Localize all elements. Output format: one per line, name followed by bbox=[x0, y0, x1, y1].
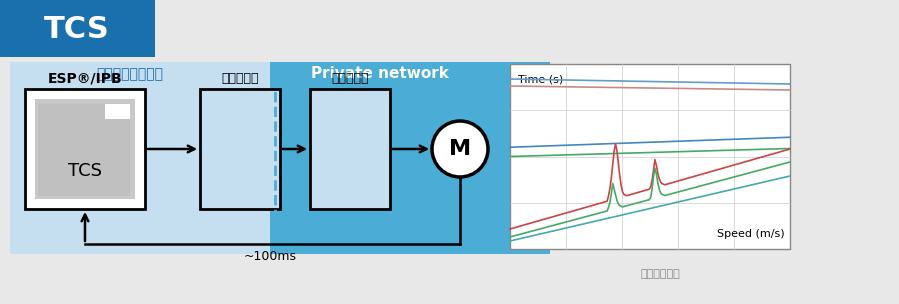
Text: TCS: TCS bbox=[44, 15, 110, 43]
Text: TCS: TCS bbox=[68, 162, 102, 180]
FancyBboxPatch shape bbox=[0, 0, 155, 57]
FancyBboxPatch shape bbox=[310, 89, 390, 209]
FancyBboxPatch shape bbox=[10, 62, 410, 254]
Text: Private network: Private network bbox=[311, 67, 449, 81]
Text: M: M bbox=[449, 139, 471, 159]
Text: Time (s): Time (s) bbox=[518, 74, 564, 84]
FancyBboxPatch shape bbox=[200, 89, 280, 209]
Text: 炸知智能汽车: 炸知智能汽车 bbox=[640, 269, 680, 279]
FancyBboxPatch shape bbox=[35, 99, 135, 199]
Text: 电机控制器: 电机控制器 bbox=[331, 72, 369, 85]
FancyBboxPatch shape bbox=[270, 62, 550, 254]
FancyBboxPatch shape bbox=[38, 104, 130, 196]
Text: Speed (m/s): Speed (m/s) bbox=[717, 229, 785, 239]
FancyBboxPatch shape bbox=[510, 64, 790, 249]
Text: 车辆公共通讯网络: 车辆公共通讯网络 bbox=[96, 67, 164, 81]
Circle shape bbox=[432, 121, 488, 177]
Polygon shape bbox=[105, 104, 130, 119]
Text: ESP®/IPB: ESP®/IPB bbox=[48, 72, 122, 86]
FancyBboxPatch shape bbox=[25, 89, 145, 209]
Text: 整车控制器: 整车控制器 bbox=[221, 72, 259, 85]
Text: ~100ms: ~100ms bbox=[244, 250, 297, 264]
